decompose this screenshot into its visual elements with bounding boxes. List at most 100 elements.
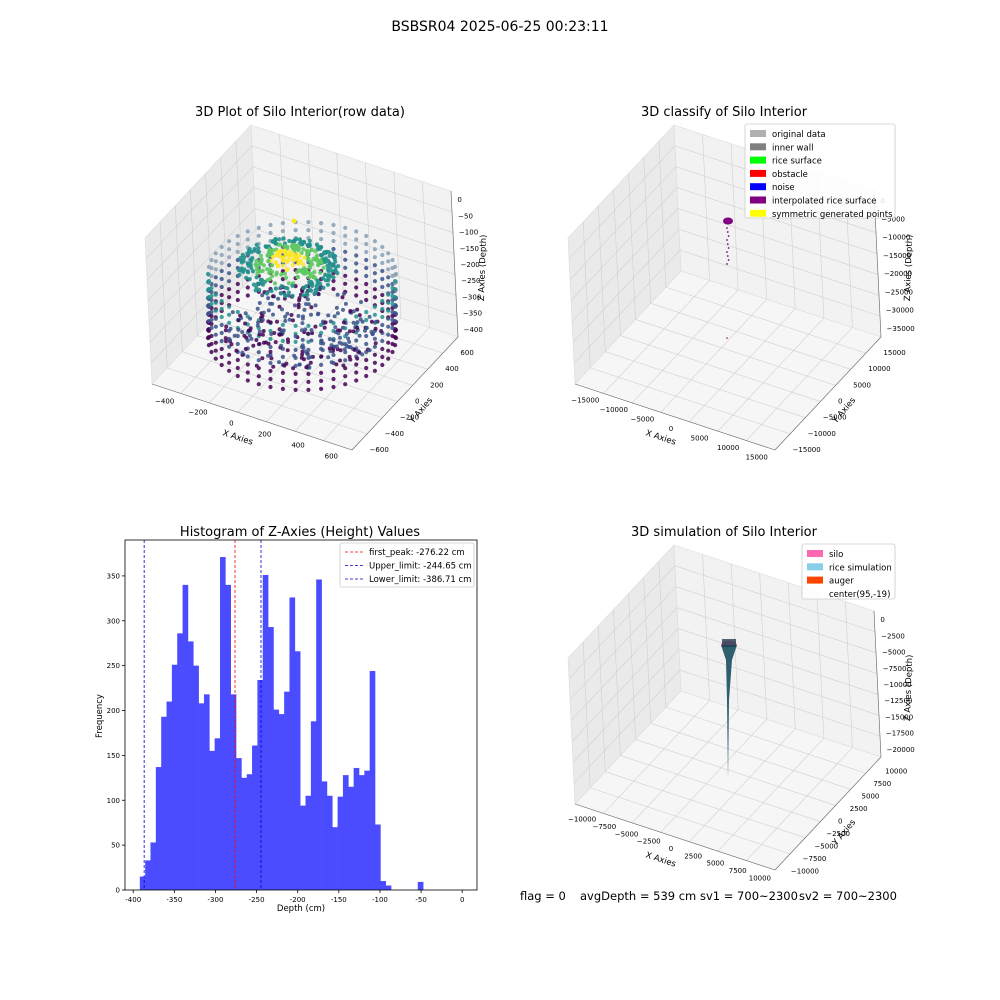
classify-x-tick-label: −15000 xyxy=(571,397,599,405)
simulation-legend-swatch xyxy=(807,563,823,571)
raw-floor-point xyxy=(316,311,321,316)
raw-floor-point xyxy=(308,355,313,360)
raw-floor-point xyxy=(358,317,363,322)
simulation-grid-floor-y xyxy=(650,723,851,790)
raw-wall-point xyxy=(219,314,224,320)
raw-rice-surface-point xyxy=(304,284,309,289)
raw-rice-surface-point xyxy=(294,237,299,242)
raw-floor-point xyxy=(232,333,237,338)
raw-floor-point xyxy=(287,317,292,322)
raw-rice-surface-point xyxy=(313,249,318,254)
footer-flag: flag = 0 xyxy=(520,889,566,903)
simulation-x-tick-label: −10000 xyxy=(568,816,596,824)
raw-wall-point xyxy=(364,257,369,263)
raw-wall-point xyxy=(319,370,324,375)
histogram-x-tick-label: -350 xyxy=(166,896,182,904)
raw-wall-point xyxy=(213,332,218,337)
histogram-bar xyxy=(219,557,226,890)
classify-grid-left-y xyxy=(643,157,652,304)
raw-floor-point xyxy=(279,332,284,337)
raw-z-tick-label: −400 xyxy=(464,326,483,334)
simulation-x-tick-label: 2500 xyxy=(684,852,702,860)
raw-wall-point xyxy=(209,341,214,347)
raw-wall-point xyxy=(343,265,348,270)
raw-wall-point xyxy=(219,260,224,266)
histogram-bar xyxy=(246,774,253,890)
simulation-grid-floor-x xyxy=(717,737,825,852)
raw-rice-surface-point xyxy=(301,247,306,252)
simulation-x-tick-label: −2500 xyxy=(637,838,661,846)
raw-floor-point xyxy=(285,348,290,353)
raw-wall-point xyxy=(235,341,240,347)
raw-wall-point xyxy=(213,300,218,305)
raw-rice-surface-point xyxy=(329,268,334,273)
raw-wall-point xyxy=(386,308,391,313)
raw-floor-point xyxy=(240,350,245,355)
histogram-bar xyxy=(342,775,349,890)
raw-y-tick-label: −400 xyxy=(385,430,404,438)
raw-wall-point xyxy=(319,386,324,391)
raw-wall-point xyxy=(213,283,218,288)
classify-z-tick-label: −15000 xyxy=(883,252,911,260)
raw-floor-point xyxy=(319,338,324,343)
raw-floor-point xyxy=(223,328,228,333)
raw-floor-point xyxy=(247,333,252,338)
raw-grid-back-x xyxy=(336,153,345,300)
histogram-bar xyxy=(262,575,269,890)
raw-grid-left-y xyxy=(159,221,168,368)
simulation-legend-swatch xyxy=(807,576,823,584)
raw-z-tick-label: −50 xyxy=(458,212,473,220)
raw-wall-point xyxy=(331,376,336,382)
raw-rice-surface-point xyxy=(321,257,326,262)
raw-rice-surface-point xyxy=(256,246,261,251)
raw-wall-point xyxy=(386,316,391,321)
raw-grid-floor-x xyxy=(294,317,402,432)
raw-rice-surface-point xyxy=(290,239,295,244)
raw-floor-point xyxy=(319,354,324,359)
raw-wall-point xyxy=(393,271,399,277)
raw-wall-point xyxy=(364,281,369,287)
raw-wall-point xyxy=(319,221,324,226)
classify-grid-floor-x xyxy=(660,299,767,413)
raw-rice-surface-point xyxy=(288,249,293,254)
raw-wall-point xyxy=(390,317,395,323)
raw-grid-floor-x xyxy=(237,299,344,413)
raw-wall-point xyxy=(293,371,298,376)
raw-floor-point xyxy=(293,334,298,339)
raw-rice-surface-point xyxy=(316,263,321,268)
raw-wall-point xyxy=(372,360,377,365)
histogram-bar xyxy=(364,770,370,890)
raw-rice-surface-point xyxy=(285,267,290,272)
panel-histogram: Histogram of Z-Axies (Height) Values -40… xyxy=(95,525,478,914)
histogram-bar xyxy=(198,703,205,890)
raw-wall-point xyxy=(372,344,377,349)
raw-floor-point xyxy=(257,301,262,305)
raw-floor-point xyxy=(338,328,343,333)
raw-wall-point xyxy=(390,325,395,331)
raw-wall-point xyxy=(380,322,385,328)
raw-rice-surface-point xyxy=(253,288,258,293)
raw-wall-point xyxy=(364,333,369,339)
raw-wall-point xyxy=(364,357,369,363)
raw-wall-point xyxy=(372,255,377,260)
raw-rice-surface-point xyxy=(251,282,256,287)
simulation-grid-z xyxy=(571,628,879,742)
histogram-bar xyxy=(305,795,312,890)
raw-rice-surface-point xyxy=(237,272,242,277)
histogram-legend-label: Lower_limit: -386.71 cm xyxy=(369,575,471,585)
raw-rice-surface-point xyxy=(322,250,327,255)
raw-wall-point xyxy=(364,289,369,295)
raw-rice-surface-point xyxy=(247,248,252,253)
raw-grid-floor-y xyxy=(182,351,383,418)
histogram-bar xyxy=(193,665,199,890)
raw-wall-point xyxy=(372,287,377,292)
raw-z-tick-label: −200 xyxy=(461,261,480,269)
simulation-grid-left-y xyxy=(628,593,636,740)
raw-wall-point xyxy=(331,368,336,374)
raw-wall-point xyxy=(268,384,273,390)
simulation-x-tick-label: 7500 xyxy=(729,867,747,875)
raw-floor-point xyxy=(309,305,314,310)
raw-wall-point xyxy=(331,384,336,390)
classify-ylabel: Y Axies xyxy=(830,395,858,426)
raw-rice-surface-point xyxy=(318,270,323,275)
